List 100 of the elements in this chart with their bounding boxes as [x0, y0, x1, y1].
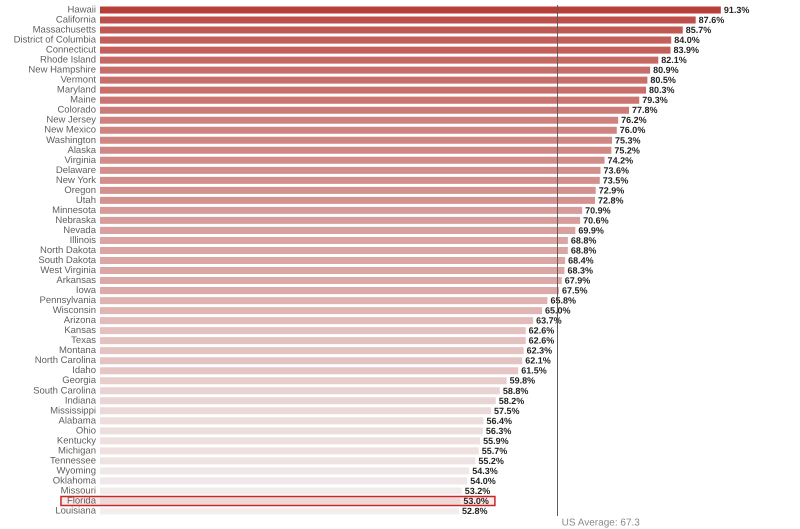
y-tick-label: Tennessee	[50, 455, 96, 466]
y-tick-label: Alaska	[67, 144, 97, 156]
bar	[100, 86, 646, 94]
y-tick-label: Rhode Island	[40, 54, 96, 66]
y-tick-label: California	[56, 14, 97, 26]
y-tick-label: Delaware	[56, 164, 96, 176]
data-label: 54.3%	[472, 466, 498, 476]
bar	[100, 96, 640, 104]
data-label: 55.9%	[483, 436, 509, 446]
bar	[100, 226, 576, 234]
bar	[100, 16, 696, 24]
data-label: 80.5%	[650, 75, 676, 86]
data-label: 53.0%	[463, 496, 489, 506]
data-label: 75.3%	[615, 135, 641, 146]
bar	[100, 377, 507, 384]
bar	[100, 76, 648, 84]
y-tick-label: Vermont	[60, 74, 96, 86]
bar	[100, 196, 596, 204]
data-label: 68.3%	[567, 266, 593, 276]
y-tick-label: Pennsylvania	[39, 295, 97, 306]
data-label: 69.9%	[578, 225, 604, 236]
y-tick-label: New York	[56, 174, 96, 186]
bar	[100, 56, 658, 64]
bar	[100, 116, 618, 124]
data-label: 73.6%	[603, 165, 630, 176]
bar	[100, 417, 484, 424]
data-label: 68.4%	[568, 256, 594, 266]
bar	[100, 136, 612, 144]
bar	[100, 26, 683, 34]
bar	[100, 367, 518, 374]
y-tick-label: Wisconsin	[52, 305, 96, 316]
data-label: 77.8%	[632, 105, 658, 116]
data-label: 56.3%	[486, 426, 512, 436]
data-label: 54.0%	[470, 476, 496, 486]
y-tick-label: Florida	[66, 495, 97, 506]
data-label: 87.6%	[698, 15, 724, 26]
bar	[100, 206, 582, 214]
y-tick-label: West Virginia	[40, 265, 97, 276]
data-label: 67.9%	[564, 276, 590, 286]
data-label: 55.2%	[478, 456, 504, 466]
y-tick-label: New Mexico	[44, 124, 96, 136]
bar	[100, 126, 617, 134]
bar	[100, 256, 566, 264]
y-tick-label: Indiana	[64, 395, 97, 406]
data-label: 73.5%	[602, 175, 628, 186]
data-label: 67.5%	[562, 286, 588, 296]
y-tick-label: Oklahoma	[52, 475, 97, 486]
data-label: 80.3%	[649, 85, 675, 96]
data-label: 57.5%	[494, 406, 520, 416]
data-label: 62.6%	[528, 326, 554, 336]
y-tick-label: South Dakota	[38, 255, 97, 266]
bar	[100, 407, 491, 414]
bar	[100, 36, 672, 44]
bar	[100, 347, 524, 354]
data-label: 85.7%	[686, 25, 712, 36]
bar	[100, 166, 600, 174]
data-label: 74.2%	[608, 155, 634, 166]
y-tick-label: Hawaii	[67, 4, 96, 16]
y-tick-label: Alabama	[58, 415, 97, 426]
data-label: 55.7%	[482, 446, 508, 456]
bar	[100, 357, 522, 364]
y-tick-label: Kansas	[64, 325, 96, 336]
bar	[100, 186, 596, 194]
bar	[100, 106, 630, 114]
y-tick-label: Utah	[76, 194, 96, 206]
bar	[100, 156, 605, 164]
bar	[100, 397, 496, 404]
y-tick-label: Montana	[59, 345, 97, 356]
data-label: 52.8%	[462, 506, 488, 516]
y-tick-label: Virginia	[64, 154, 97, 166]
y-tick-label: Nebraska	[55, 214, 97, 226]
data-label: 84.0%	[674, 35, 700, 46]
bar	[100, 287, 559, 294]
bar	[100, 246, 568, 254]
y-tick-label: Connecticut	[46, 44, 96, 56]
data-label: 59.8%	[510, 376, 536, 386]
bar	[100, 307, 542, 314]
data-label: 62.1%	[525, 356, 551, 366]
bar	[100, 236, 568, 244]
bar	[100, 297, 548, 304]
data-label: 75.2%	[614, 145, 640, 156]
bar	[100, 176, 600, 184]
y-tick-label: Washington	[46, 134, 96, 146]
data-label: 91.3%	[724, 5, 750, 16]
y-tick-label: Nevada	[63, 224, 97, 236]
y-tick-label: Georgia	[62, 375, 97, 386]
data-label: 72.9%	[598, 185, 624, 196]
data-label: 79.3%	[642, 95, 668, 106]
data-label: 56.4%	[486, 416, 512, 426]
bar	[100, 427, 483, 434]
y-tick-label: Arkansas	[56, 275, 96, 286]
y-tick-label: North Dakota	[40, 244, 97, 256]
y-tick-label: Maryland	[56, 84, 96, 96]
data-label: 61.5%	[521, 366, 547, 376]
y-tick-label: Illinois	[70, 234, 96, 246]
y-tick-label: North Carolina	[34, 355, 97, 366]
y-tick-label: Oregon	[64, 184, 96, 196]
y-tick-label: Colorado	[57, 104, 96, 116]
data-label: 83.9%	[674, 45, 700, 56]
data-label: 62.6%	[528, 336, 554, 346]
